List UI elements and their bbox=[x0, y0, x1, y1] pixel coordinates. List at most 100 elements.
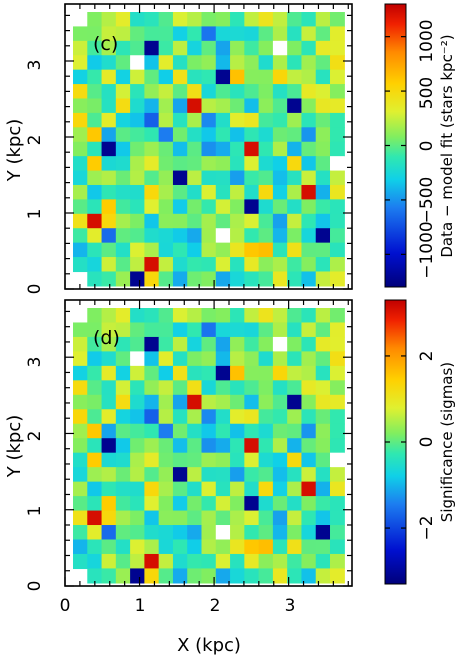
heatmap-d-cell bbox=[201, 351, 217, 367]
heatmap-d-cell bbox=[73, 452, 88, 468]
heatmap-c-cell bbox=[272, 112, 288, 128]
heatmap-c-cell bbox=[201, 184, 217, 200]
heatmap-d-cell bbox=[101, 452, 117, 468]
heatmap-c-cell bbox=[244, 69, 260, 85]
heatmap-d-cell bbox=[258, 336, 274, 353]
plot-frame-c bbox=[64, 3, 353, 290]
heatmap-c-cell bbox=[230, 98, 245, 114]
heatmap-d-cell bbox=[301, 423, 317, 439]
heatmap-d-cell bbox=[187, 308, 203, 324]
heatmap-c-cell bbox=[315, 213, 331, 229]
heatmap-c-cell bbox=[101, 141, 117, 157]
heatmap-c-cell bbox=[258, 55, 274, 71]
heatmap-d-cell bbox=[244, 322, 260, 338]
heatmap-c-cell bbox=[215, 84, 231, 100]
heatmap-c-cell bbox=[144, 213, 160, 229]
heatmap-d-cell bbox=[315, 394, 331, 410]
heatmap-d-cell bbox=[144, 423, 160, 439]
heatmap-c-cell bbox=[287, 26, 303, 42]
heatmap-c-cell bbox=[258, 271, 274, 287]
heatmap-c-cell bbox=[158, 84, 174, 100]
heatmap-d-cell bbox=[115, 481, 131, 497]
panel-label-c: (c) bbox=[93, 33, 118, 55]
heatmap-d-cell bbox=[330, 409, 345, 425]
heatmap-c-cell bbox=[172, 55, 188, 71]
heatmap-c-cell bbox=[73, 98, 88, 114]
heatmap-d-cell bbox=[287, 394, 303, 410]
heatmap-c-cell bbox=[230, 271, 245, 287]
heatmap-c-cell bbox=[301, 228, 317, 244]
heatmap-c-cell bbox=[115, 98, 131, 114]
heatmap-d-cell bbox=[187, 481, 203, 497]
heatmap-c-cell bbox=[115, 199, 131, 215]
heatmap-c-cell bbox=[101, 228, 117, 244]
heatmap-c-cell bbox=[172, 199, 188, 215]
heatmap-d-cell bbox=[287, 467, 303, 483]
heatmap-d-cell bbox=[215, 365, 231, 381]
heatmap-c-cell bbox=[244, 242, 260, 258]
heatmap-c-cell bbox=[258, 26, 274, 42]
heatmap-d-cell bbox=[130, 452, 145, 468]
heatmap-c-cell bbox=[315, 184, 331, 200]
heatmap-d-cell bbox=[330, 322, 345, 338]
heatmap-c-cell bbox=[73, 112, 88, 128]
heatmap-d-cell bbox=[287, 452, 303, 468]
heatmap-d-cell bbox=[230, 380, 245, 396]
heatmap-d-cell bbox=[87, 438, 103, 454]
heatmap-c-cell bbox=[230, 12, 245, 28]
heatmap-c-cell bbox=[73, 170, 88, 186]
heatmap-d-cell bbox=[301, 351, 317, 367]
heatmap-c-cell bbox=[115, 242, 131, 258]
heatmap-c-cell bbox=[187, 257, 203, 273]
heatmap-c-cell bbox=[230, 199, 245, 215]
heatmap-d-cell bbox=[287, 423, 303, 439]
heatmap-c-cell bbox=[115, 40, 131, 56]
heatmap-c-cell bbox=[87, 199, 103, 215]
heatmap-c-cell bbox=[130, 12, 145, 28]
heatmap-d-cell bbox=[144, 525, 160, 541]
heatmap-c-cell bbox=[258, 127, 274, 143]
heatmap-c-cell bbox=[172, 69, 188, 85]
heatmap-c-cell bbox=[87, 257, 103, 273]
heatmap-c-cell bbox=[158, 170, 174, 186]
heatmap-d-cell bbox=[215, 322, 231, 338]
heatmap-c-cell bbox=[101, 170, 117, 186]
heatmap-c-cell bbox=[230, 228, 245, 244]
heatmap-c-cell bbox=[201, 112, 217, 128]
heatmap-d-cell bbox=[201, 510, 217, 526]
heatmap-d-cell bbox=[287, 481, 303, 497]
heatmap-d-cell bbox=[244, 510, 260, 526]
heatmap-d-cell bbox=[315, 438, 331, 454]
heatmap-d-cell bbox=[130, 481, 145, 497]
heatmap-d-cell bbox=[115, 423, 131, 439]
heatmap-c-cell bbox=[101, 112, 117, 128]
heatmap-c-cell bbox=[215, 141, 231, 157]
heatmap-d-cell bbox=[172, 351, 188, 367]
heatmap-c-cell bbox=[258, 69, 274, 85]
heatmap-d-cell bbox=[230, 365, 245, 381]
heatmap-c-cell bbox=[130, 69, 145, 85]
heatmap-d-cell bbox=[315, 409, 331, 425]
heatmap-d-cell bbox=[87, 351, 103, 367]
heatmap-c-cell bbox=[187, 228, 203, 244]
heatmap-c-cell bbox=[101, 26, 117, 42]
heatmap-d-cell bbox=[244, 568, 260, 584]
heatmap-c-cell bbox=[187, 156, 203, 172]
heatmap-d-cell bbox=[144, 438, 160, 454]
heatmap-d-cell bbox=[215, 467, 231, 483]
heatmap-d-cell bbox=[115, 336, 131, 353]
heatmap-d-cell bbox=[330, 481, 345, 497]
heatmap-c-cell bbox=[315, 156, 331, 172]
heatmap-c-cell bbox=[201, 69, 217, 85]
heatmap-d-cell bbox=[301, 394, 317, 410]
heatmap-d-cell bbox=[187, 394, 203, 410]
heatmap-c-cell bbox=[287, 156, 303, 172]
heatmap-d-cell bbox=[201, 336, 217, 353]
heatmap-c-cell bbox=[187, 271, 203, 287]
heatmap-d-cell bbox=[330, 380, 345, 396]
heatmap-d-cell bbox=[101, 467, 117, 483]
heatmap-d-cell bbox=[158, 510, 174, 526]
heatmap-d-cell bbox=[101, 553, 117, 570]
x-axis-title-d: X (kpc) bbox=[177, 635, 241, 656]
heatmap-c-cell bbox=[87, 141, 103, 157]
